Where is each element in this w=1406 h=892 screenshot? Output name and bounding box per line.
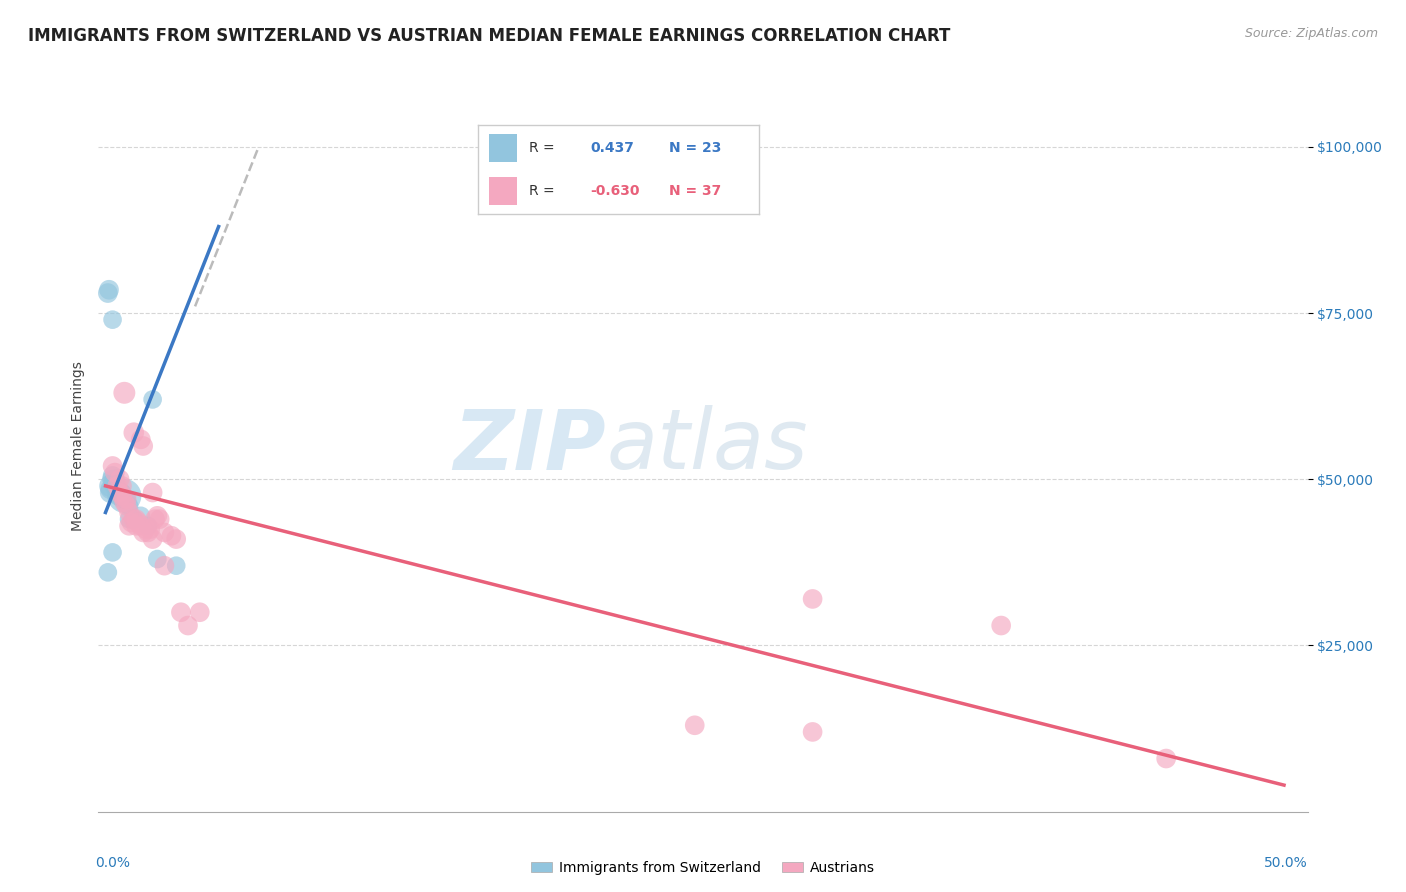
Point — [683, 718, 706, 732]
Text: 0.0%: 0.0% — [94, 855, 129, 870]
Point — [104, 472, 127, 486]
Point — [111, 479, 134, 493]
Point — [127, 516, 149, 530]
Point — [112, 489, 135, 503]
Point — [146, 508, 169, 523]
Point — [101, 469, 124, 483]
Point — [142, 532, 165, 546]
Point — [98, 479, 121, 493]
Point — [105, 489, 128, 503]
Point — [132, 525, 155, 540]
Point — [129, 518, 152, 533]
Text: R =: R = — [529, 141, 554, 155]
Point — [122, 512, 145, 526]
Text: N = 23: N = 23 — [669, 141, 721, 155]
Point — [129, 433, 152, 447]
Point — [115, 492, 138, 507]
Point — [108, 485, 131, 500]
Point — [100, 472, 122, 486]
Point — [98, 283, 121, 297]
Point — [118, 506, 141, 520]
FancyBboxPatch shape — [489, 177, 517, 205]
Legend: Immigrants from Switzerland, Austrians: Immigrants from Switzerland, Austrians — [526, 855, 880, 880]
Text: IMMIGRANTS FROM SWITZERLAND VS AUSTRIAN MEDIAN FEMALE EARNINGS CORRELATION CHART: IMMIGRANTS FROM SWITZERLAND VS AUSTRIAN … — [28, 27, 950, 45]
Point — [149, 512, 172, 526]
Point — [111, 489, 134, 503]
Point — [177, 618, 200, 632]
Point — [101, 545, 124, 559]
Point — [101, 475, 124, 490]
Point — [118, 518, 141, 533]
Point — [142, 485, 165, 500]
Point — [132, 439, 155, 453]
Point — [170, 605, 193, 619]
Point — [125, 518, 148, 533]
Point — [105, 479, 128, 493]
Point — [112, 495, 135, 509]
Point — [801, 591, 824, 606]
Point — [153, 525, 176, 540]
Text: R =: R = — [529, 184, 554, 198]
Point — [129, 508, 152, 523]
Point — [146, 552, 169, 566]
Text: 0.437: 0.437 — [591, 141, 634, 155]
Point — [97, 566, 120, 580]
Point — [801, 725, 824, 739]
Point — [122, 425, 145, 440]
Text: -0.630: -0.630 — [591, 184, 640, 198]
Point — [115, 492, 138, 507]
Point — [105, 482, 128, 496]
Point — [142, 392, 165, 407]
Point — [97, 286, 120, 301]
Point — [122, 512, 145, 526]
Point — [108, 485, 131, 500]
Point — [1154, 751, 1177, 765]
Point — [165, 558, 187, 573]
Point — [139, 522, 162, 536]
Point — [160, 529, 183, 543]
Point — [98, 482, 121, 496]
Text: ZIP: ZIP — [454, 406, 606, 486]
Point — [108, 472, 131, 486]
Text: atlas: atlas — [606, 406, 808, 486]
Point — [118, 512, 141, 526]
FancyBboxPatch shape — [489, 134, 517, 162]
Point — [990, 618, 1012, 632]
Text: N = 37: N = 37 — [669, 184, 721, 198]
Text: Source: ZipAtlas.com: Source: ZipAtlas.com — [1244, 27, 1378, 40]
Point — [143, 512, 166, 526]
Point — [104, 466, 127, 480]
Point — [136, 518, 159, 533]
Point — [111, 485, 134, 500]
Point — [111, 492, 134, 507]
Point — [165, 532, 187, 546]
Point — [136, 525, 159, 540]
Point — [98, 485, 121, 500]
Point — [115, 499, 138, 513]
Point — [120, 516, 142, 530]
Point — [101, 458, 124, 473]
Point — [125, 512, 148, 526]
Point — [153, 558, 176, 573]
Point — [118, 499, 141, 513]
Point — [112, 385, 135, 400]
Point — [188, 605, 211, 619]
Point — [101, 312, 124, 326]
Point — [135, 522, 157, 536]
Text: 50.0%: 50.0% — [1264, 855, 1308, 870]
Point — [104, 479, 127, 493]
Y-axis label: Median Female Earnings: Median Female Earnings — [70, 361, 84, 531]
